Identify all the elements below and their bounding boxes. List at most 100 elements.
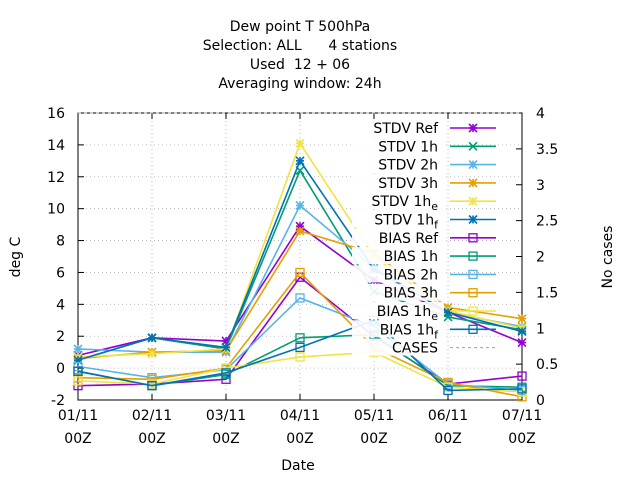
y-tick-label: -2 [51, 393, 65, 409]
series-point [221, 368, 231, 378]
series-line-10 [77, 351, 523, 393]
legend-marker [468, 178, 478, 188]
svg-text:BIAS Ref: BIAS Ref [379, 231, 439, 247]
series-point [147, 349, 157, 359]
series-point [295, 226, 305, 236]
svg-text:BIAS 1h: BIAS 1h [384, 249, 438, 265]
chart-title: Dew point T 500hPa Selection: ALL 4 stati… [203, 19, 397, 92]
legend-label: BIAS Ref [379, 231, 439, 247]
y-tick-label: 0 [56, 361, 65, 377]
legend-item: BIAS 1hf [352, 320, 496, 341]
legend-item: STDV Ref [352, 119, 496, 137]
series-point [517, 326, 527, 337]
legend-marker [468, 288, 478, 298]
series-line-11 [77, 319, 523, 392]
series-point [443, 307, 453, 317]
legend-label: STDV 1h [374, 213, 434, 229]
x-tick-label-hour: 00Z [138, 431, 165, 447]
y2-axis-label: No cases [600, 226, 616, 289]
legend-item: STDV 1h [352, 137, 496, 155]
x-tick-label: 07/11 [502, 408, 542, 424]
y2-tick-label: 0 [536, 393, 545, 409]
y-tick-label: 8 [56, 234, 65, 250]
svg-text:BIAS 1he: BIAS 1he [377, 304, 438, 323]
series-point [295, 138, 305, 148]
legend-label-sub: f [434, 219, 439, 232]
series [73, 112, 527, 402]
series-point [73, 366, 83, 376]
legend-label: STDV 1h [378, 139, 438, 155]
x-tick-label: 01/11 [58, 408, 98, 424]
legend-item: BIAS 1he [352, 302, 496, 323]
legend-item: BIAS 2h [352, 265, 496, 283]
legend-label: BIAS 1h [384, 249, 438, 265]
title-line: Averaging window: 24h [218, 76, 381, 92]
title-line: Selection: ALL 4 stations [203, 38, 397, 54]
x-axis-label: Date [281, 458, 314, 474]
x-tick-label: 05/11 [354, 408, 394, 424]
legend-label-sub: e [431, 200, 438, 213]
y-tick-label: 4 [56, 297, 65, 313]
legend-marker [468, 269, 478, 280]
svg-text:BIAS 2h: BIAS 2h [384, 267, 438, 283]
y-tick-label: 2 [56, 329, 65, 345]
series-point [221, 342, 231, 352]
svg-text:STDV Ref: STDV Ref [373, 121, 439, 137]
series-point [517, 371, 527, 381]
y2-tick-label: 4 [536, 106, 545, 122]
svg-text:CASES: CASES [392, 341, 438, 357]
series-point [147, 380, 157, 391]
y2-tick-label: 0.5 [536, 357, 558, 373]
series-line-4 [77, 141, 523, 358]
svg-text:BIAS 3h: BIAS 3h [384, 286, 438, 302]
series-point [295, 333, 305, 343]
series-point [147, 333, 157, 343]
series-point [443, 385, 453, 396]
y2-tick-label: 1 [536, 321, 545, 337]
x-tick-label-hour: 00Z [212, 431, 239, 447]
legend-label: STDV 3h [378, 176, 438, 192]
y2-tick-label: 1.5 [536, 285, 558, 301]
y2-tick-label: 2.5 [536, 214, 558, 230]
title-line: Dew point T 500hPa [230, 19, 370, 35]
x-tick-label-hour: 00Z [508, 431, 535, 447]
x-tick-label-hour: 00Z [286, 431, 313, 447]
legend-item: BIAS Ref [352, 228, 496, 247]
x-tick-label: 03/11 [206, 408, 246, 424]
y2-tick-label: 3.5 [536, 142, 558, 158]
legend-marker [468, 233, 478, 243]
series-point [517, 314, 527, 324]
series-point [295, 342, 305, 353]
legend-marker [468, 141, 478, 151]
x-tick-label: 06/11 [428, 408, 468, 424]
legend-marker [468, 324, 478, 334]
legend-marker [468, 196, 478, 206]
legend-label: STDV 2h [378, 158, 438, 174]
axes: -2 0 2 4 6 8 10 12 14 16 0 0.5 1 1.5 2 2.5 3 3.5 4 01/11 00Z… [47, 106, 558, 447]
svg-text:STDV 1he: STDV 1he [371, 194, 438, 213]
legend-label: BIAS 2h [384, 267, 438, 283]
legend-item: STDV 2h [352, 155, 496, 174]
svg-text:BIAS 1hf: BIAS 1hf [380, 322, 439, 341]
series-point [517, 338, 527, 348]
legend-label-sub: e [431, 310, 438, 323]
series-point [73, 376, 83, 386]
legend-marker [468, 306, 478, 316]
y-tick-label: 16 [47, 106, 65, 122]
series-point [295, 293, 305, 303]
legend-label: STDV 1h [371, 194, 431, 210]
x-tick-label-hour: 00Z [64, 431, 91, 447]
y-tick-label: 14 [47, 138, 65, 154]
legend-marker [468, 160, 478, 170]
title-line: Used 12 + 06 [250, 57, 350, 73]
x-tick-label-hour: 00Z [360, 431, 387, 447]
legend-label: BIAS 1h [380, 322, 434, 338]
legend-item: STDV 1he [352, 192, 496, 213]
y-axis-label: deg C [8, 236, 24, 277]
series-point [517, 384, 527, 394]
series-point [295, 200, 305, 211]
svg-text:STDV 3h: STDV 3h [378, 176, 438, 192]
legend-item: CASES [352, 338, 496, 357]
series-line-9 [77, 271, 523, 398]
